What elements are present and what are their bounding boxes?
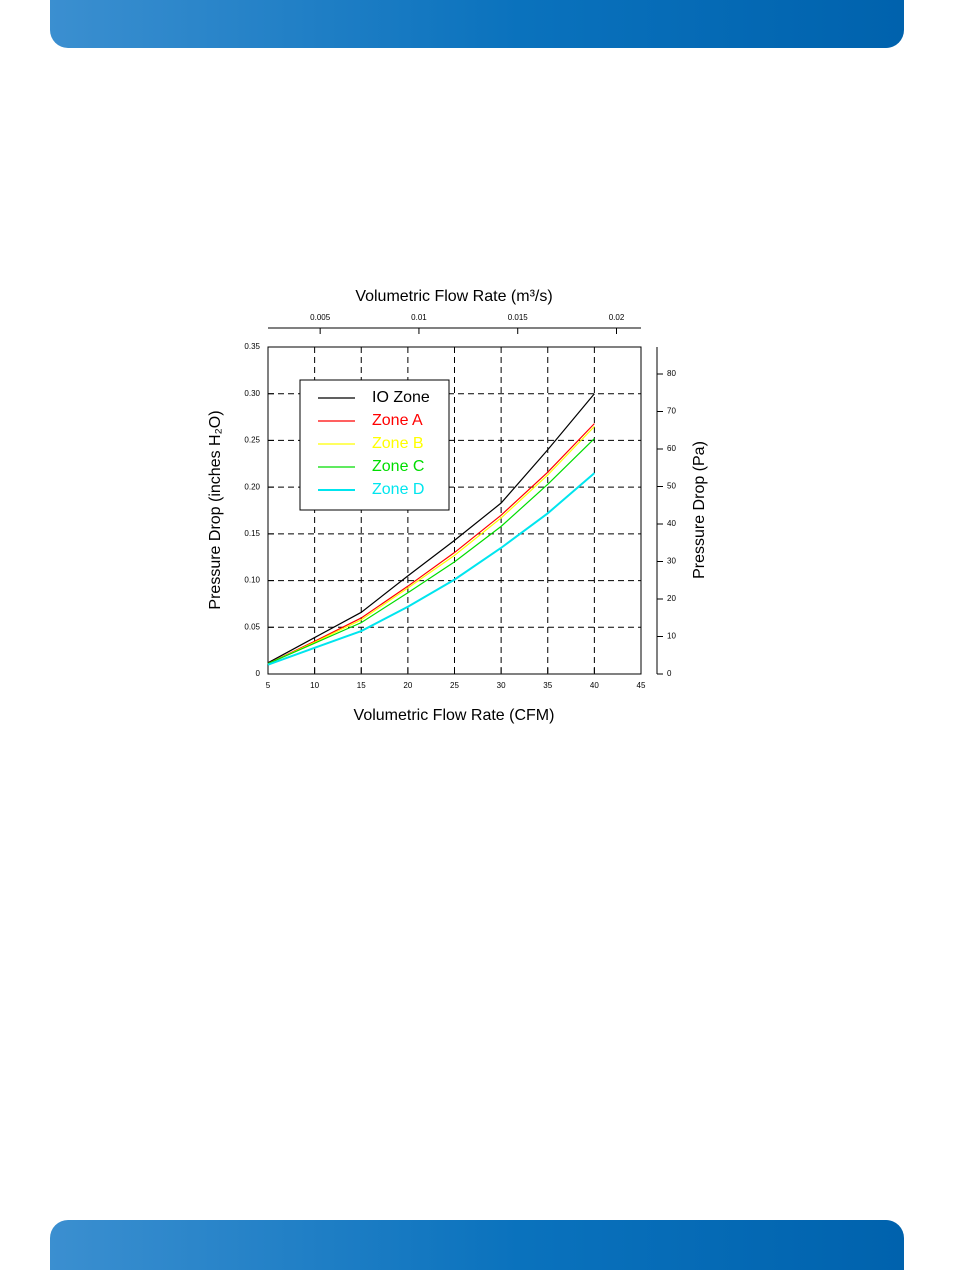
y2-tick-label: 0: [667, 669, 672, 678]
x2-tick-label: 0.01: [411, 313, 427, 322]
x-tick-label: 25: [450, 681, 459, 690]
x-tick-label: 5: [266, 681, 271, 690]
x-tick-label: 45: [637, 681, 646, 690]
y-tick-label: 0.30: [244, 389, 260, 398]
x-tick-label: 15: [357, 681, 366, 690]
y2-tick-label: 70: [667, 407, 676, 416]
x2-tick-label: 0.005: [310, 313, 331, 322]
y-tick-label: 0.25: [244, 436, 260, 445]
footer-bar: [50, 1220, 904, 1270]
x2-axis-label: Volumetric Flow Rate (m³/s): [355, 288, 552, 305]
y2-axis-label: Pressure Drop (Pa): [691, 441, 708, 579]
legend-box: [299, 379, 450, 511]
legend-label: Zone B: [372, 435, 424, 452]
x-tick-label: 30: [497, 681, 506, 690]
x-tick-label: 35: [543, 681, 552, 690]
series-line: [267, 423, 595, 665]
x2-tick-label: 0.015: [508, 313, 529, 322]
series-line: [267, 438, 595, 665]
y-tick-label: 0.05: [244, 622, 260, 631]
y-tick-label: 0: [256, 669, 261, 678]
x2-tick-label: 0.02: [609, 313, 625, 322]
legend-label: Zone D: [372, 481, 424, 498]
y2-tick-label: 30: [667, 557, 676, 566]
y2-tick-label: 60: [667, 444, 676, 453]
legend-label: Zone C: [372, 458, 424, 475]
header-bar: [50, 0, 904, 48]
legend-label: IO Zone: [372, 389, 430, 406]
y-tick-label: 0.15: [244, 529, 260, 538]
series-line: [267, 425, 595, 665]
legend-label: Zone A: [372, 412, 423, 429]
y-tick-label: 0.10: [244, 576, 260, 585]
x-tick-label: 10: [310, 681, 319, 690]
y2-tick-label: 10: [667, 632, 676, 641]
y-axis-label: Pressure Drop (inches H₂O): [207, 410, 224, 609]
y2-tick-label: 20: [667, 594, 676, 603]
x-axis-label: Volumetric Flow Rate (CFM): [354, 707, 555, 724]
y2-tick-label: 50: [667, 482, 676, 491]
y-tick-label: 0.35: [244, 342, 260, 351]
y2-tick-label: 40: [667, 519, 676, 528]
series-line: [267, 393, 595, 664]
series-line: [267, 472, 596, 666]
y2-tick-label: 80: [667, 369, 676, 378]
y-tick-label: 0.20: [244, 482, 260, 491]
x-tick-label: 20: [403, 681, 412, 690]
x-tick-label: 40: [590, 681, 599, 690]
